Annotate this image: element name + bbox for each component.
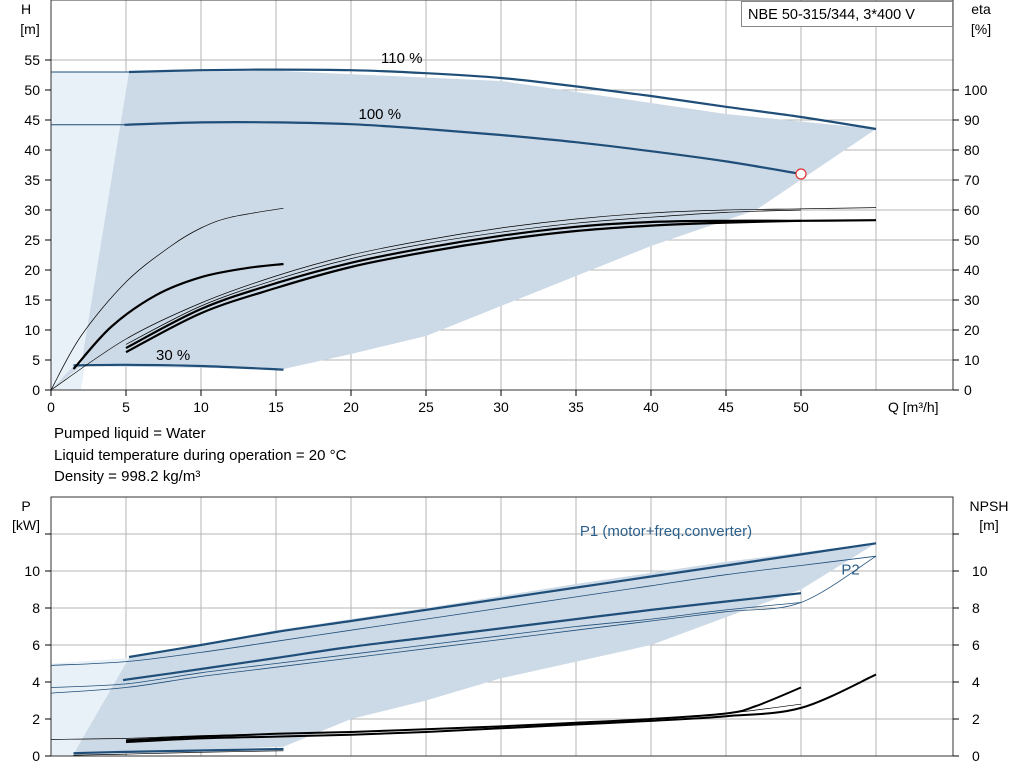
series-power_thin-3 [50, 555, 877, 666]
x-tick-label: 40 [643, 399, 659, 415]
y2-tick-label: 20 [964, 322, 980, 338]
y-tick-label: 25 [24, 232, 40, 248]
y-tick-label: 8 [32, 600, 40, 616]
head-eta-chart: 110 %100 %30 %05101520253035404550550102… [20, 0, 991, 415]
curve-label: P2 [841, 562, 859, 579]
series-eta_thin-5 [50, 207, 877, 391]
liquid-info-line1: Pumped liquid = Water [54, 425, 206, 442]
curve-label: P1 (motor+freq.converter) [580, 523, 752, 540]
y-tick-label: 5 [32, 352, 40, 368]
y2-tick-label: 6 [972, 637, 980, 653]
y2-tick-label: 40 [964, 262, 980, 278]
x-tick-label: 50 [793, 399, 809, 415]
series-100-head-1 [124, 121, 802, 176]
series-npsh-6 [125, 673, 877, 744]
y-tick-label: 35 [24, 172, 40, 188]
y2-tick-label: 80 [964, 142, 980, 158]
x-tick-label: 30 [493, 399, 509, 415]
y-axis-label: H [21, 1, 31, 17]
operating-area-light [51, 658, 129, 756]
liquid-info-line3: Density = 998.2 kg/m³ [54, 468, 201, 485]
y2-axis-label: NPSH [970, 498, 1009, 514]
operating-area-light [51, 72, 129, 390]
x-tick-label: 5 [122, 399, 130, 415]
x-axis-label: Q [m³/h] [888, 399, 939, 415]
plot-border [50, 496, 954, 757]
x-tick-label: 15 [268, 399, 284, 415]
y2-tick-label: 0 [964, 382, 972, 398]
series-power_thin-4 [50, 602, 802, 688]
curve-label: 100 % [359, 106, 402, 123]
y2-axis-unit: [%] [971, 21, 991, 37]
y-tick-label: 15 [24, 292, 40, 308]
y-axis-label: P [21, 498, 30, 514]
plot-border [50, 0, 954, 391]
y2-axis-label: eta [971, 1, 991, 17]
series-eta_bold-4 [72, 262, 284, 370]
y2-tick-label: 8 [972, 600, 980, 616]
y2-tick-label: 0 [972, 748, 980, 764]
y2-tick-label: 4 [972, 674, 980, 690]
duty-point-marker [795, 168, 807, 180]
series-eta_thin-3 [50, 207, 284, 391]
y-tick-label: 6 [32, 637, 40, 653]
pump-label: NBE 50-315/344, 3*400 V [741, 1, 953, 27]
series-30-head-2 [73, 363, 284, 371]
y-tick-label: 45 [24, 112, 40, 128]
series-eta_bold-7 [125, 219, 802, 354]
liquid-info-line2: Liquid temperature during operation = 20… [54, 447, 347, 464]
series-power-0 [128, 542, 877, 659]
x-tick-label: 45 [718, 399, 734, 415]
x-tick-label: 0 [47, 399, 55, 415]
x-tick-label: 25 [418, 399, 434, 415]
operating-area [51, 70, 876, 391]
series-110-head-0 [128, 68, 877, 131]
y2-tick-label: 2 [972, 711, 980, 727]
series-power_thin-5 [50, 555, 877, 694]
series-eta_thin-8 [125, 209, 802, 345]
series-npsh_thin-8 [50, 703, 802, 740]
y-tick-label: 30 [24, 202, 40, 218]
y-tick-label: 0 [32, 382, 40, 398]
curve-label: 30 % [156, 347, 190, 364]
y-tick-label: 20 [24, 262, 40, 278]
y2-tick-label: 50 [964, 232, 980, 248]
series-power-1 [122, 592, 802, 682]
series-npsh_thin-9 [73, 750, 284, 756]
x-tick-label: 10 [193, 399, 209, 415]
curve-label: 110 % [381, 50, 422, 67]
y-axis-unit: [kW] [12, 517, 40, 533]
series-power-2 [73, 747, 284, 755]
y2-tick-label: 100 [964, 82, 988, 98]
y-axis-unit: [m] [20, 21, 39, 37]
y2-tick-label: 10 [972, 563, 988, 579]
x-tick-label: 20 [343, 399, 359, 415]
y-tick-label: 10 [24, 322, 40, 338]
power-npsh-chart: P1 (motor+freq.converter) P2 0 2 4 6 8 10 0 2 4 6 8 1… [12, 496, 1009, 764]
operating-area [73, 543, 876, 755]
y-tick-label: 55 [24, 52, 40, 68]
y-tick-label: 4 [32, 674, 40, 690]
y2-tick-label: 90 [964, 112, 980, 128]
y-tick-label: 50 [24, 82, 40, 98]
y2-axis-unit: [m] [979, 517, 998, 533]
series-eta_bold-6 [125, 219, 877, 349]
x-tick-label: 35 [568, 399, 584, 415]
y2-tick-label: 70 [964, 172, 980, 188]
y-tick-label: 0 [32, 748, 40, 764]
y-tick-label: 10 [24, 563, 40, 579]
y2-tick-label: 60 [964, 202, 980, 218]
y2-tick-label: 10 [964, 352, 980, 368]
y-tick-label: 40 [24, 142, 40, 158]
y2-tick-label: 30 [964, 292, 980, 308]
y-tick-label: 2 [32, 711, 40, 727]
